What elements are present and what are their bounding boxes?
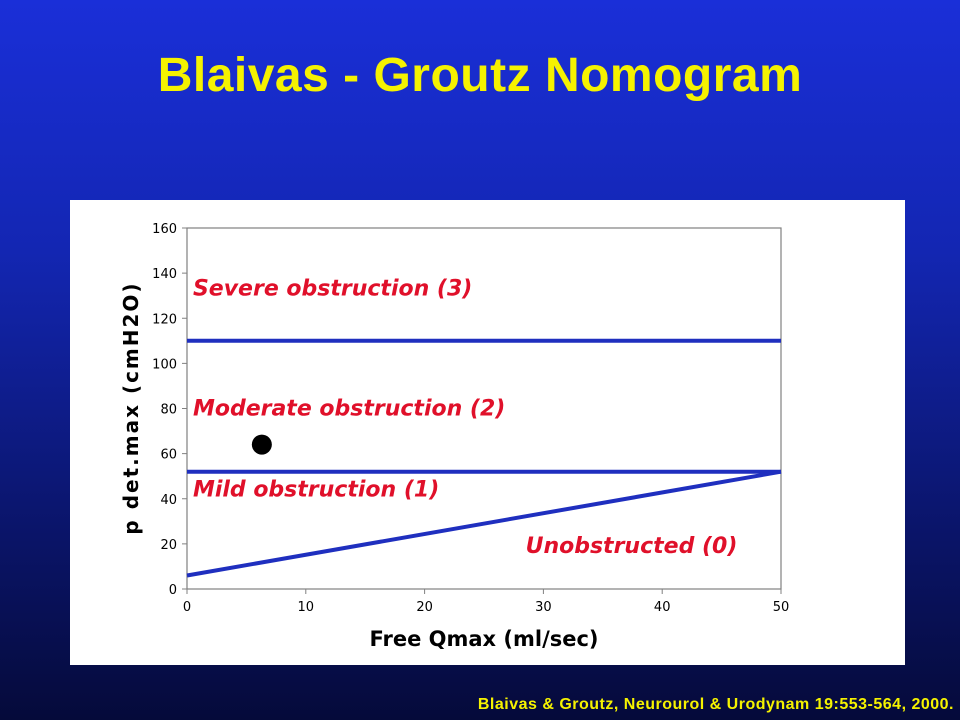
citation: Blaivas & Groutz, Neurourol & Urodynam 1…	[477, 696, 954, 713]
y-tick-label: 100	[152, 357, 177, 372]
y-tick-label: 120	[152, 312, 177, 327]
region-label: Moderate obstruction (2)	[193, 396, 505, 421]
boundary-line	[186, 469, 782, 578]
y-tick-label: 20	[160, 538, 177, 553]
x-axis-label: Free Qmax (ml/sec)	[369, 627, 598, 651]
y-tick-label: 140	[152, 267, 177, 282]
x-tick-label: 20	[416, 600, 433, 615]
y-tick-label: 0	[169, 583, 177, 598]
y-tick-label: 160	[152, 222, 177, 237]
x-tick-label: 30	[535, 600, 552, 615]
chart-points	[251, 434, 272, 455]
plot-area	[186, 227, 782, 590]
y-tick-label: 80	[160, 403, 177, 418]
region-label: Unobstructed (0)	[526, 534, 738, 559]
nomogram-chart: 0 20 40 60 80 100 120 140 160 0 10 20 30 40 50 Severe…	[119, 222, 789, 651]
x-tick-label: 50	[773, 600, 790, 615]
region-labels: Severe obstruction (3) Moderate obstructi…	[193, 277, 737, 559]
region-label: Severe obstruction (3)	[193, 277, 472, 302]
chart-lines	[186, 338, 782, 578]
x-tick-label: 10	[298, 600, 315, 615]
y-tick-label: 60	[160, 448, 177, 463]
data-point	[251, 434, 272, 455]
chart-panel: 0 20 40 60 80 100 120 140 160 0 10 20 30 40 50 Severe…	[70, 200, 905, 665]
x-tick-label: 0	[183, 600, 191, 615]
y-tick-label: 40	[160, 493, 177, 508]
x-tick-label: 40	[654, 600, 671, 615]
x-axis: 0 10 20 30 40 50	[183, 589, 789, 615]
y-axis-label: p det.max (cmH2O)	[119, 281, 143, 534]
region-label: Mild obstruction (1)	[193, 477, 439, 502]
slide-title: Blaivas - Groutz Nomogram	[157, 49, 803, 102]
y-axis: 0 20 40 60 80 100 120 140 160	[152, 222, 187, 598]
